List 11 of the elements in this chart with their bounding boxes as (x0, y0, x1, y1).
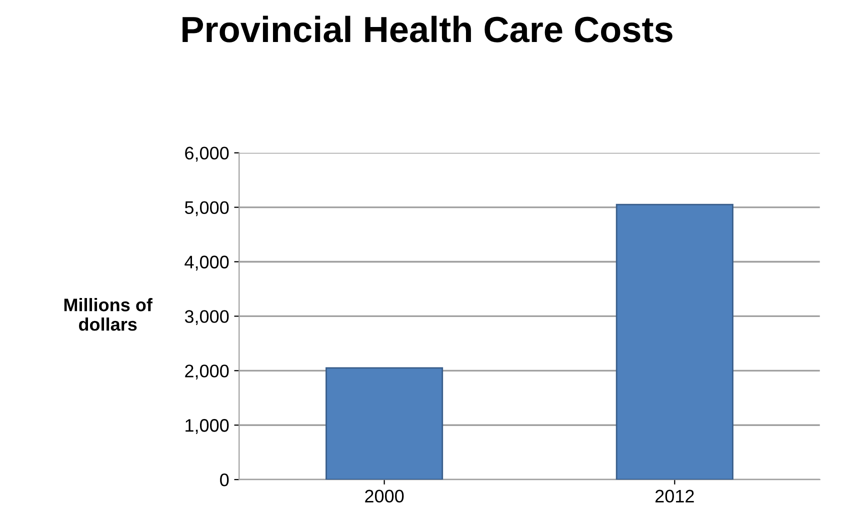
y-tick-label: 1,000 (186, 419, 229, 434)
y-tick-label: 3,000 (184, 310, 229, 326)
y-tick-label: 6,000 (185, 146, 229, 162)
x-tick-label: 2012 (655, 490, 694, 503)
y-tick-label: 5,000 (184, 201, 229, 216)
y-tick-label: 4,000 (184, 256, 229, 271)
y-axis-title: Millions of dollars (64, 298, 152, 331)
x-tick-label: 2000 (365, 490, 404, 503)
y-tick-label: 2,000 (185, 364, 229, 380)
y-tick-label: 0 (220, 474, 229, 486)
chart-title: Provincial Health Care Costs (182, 16, 672, 42)
